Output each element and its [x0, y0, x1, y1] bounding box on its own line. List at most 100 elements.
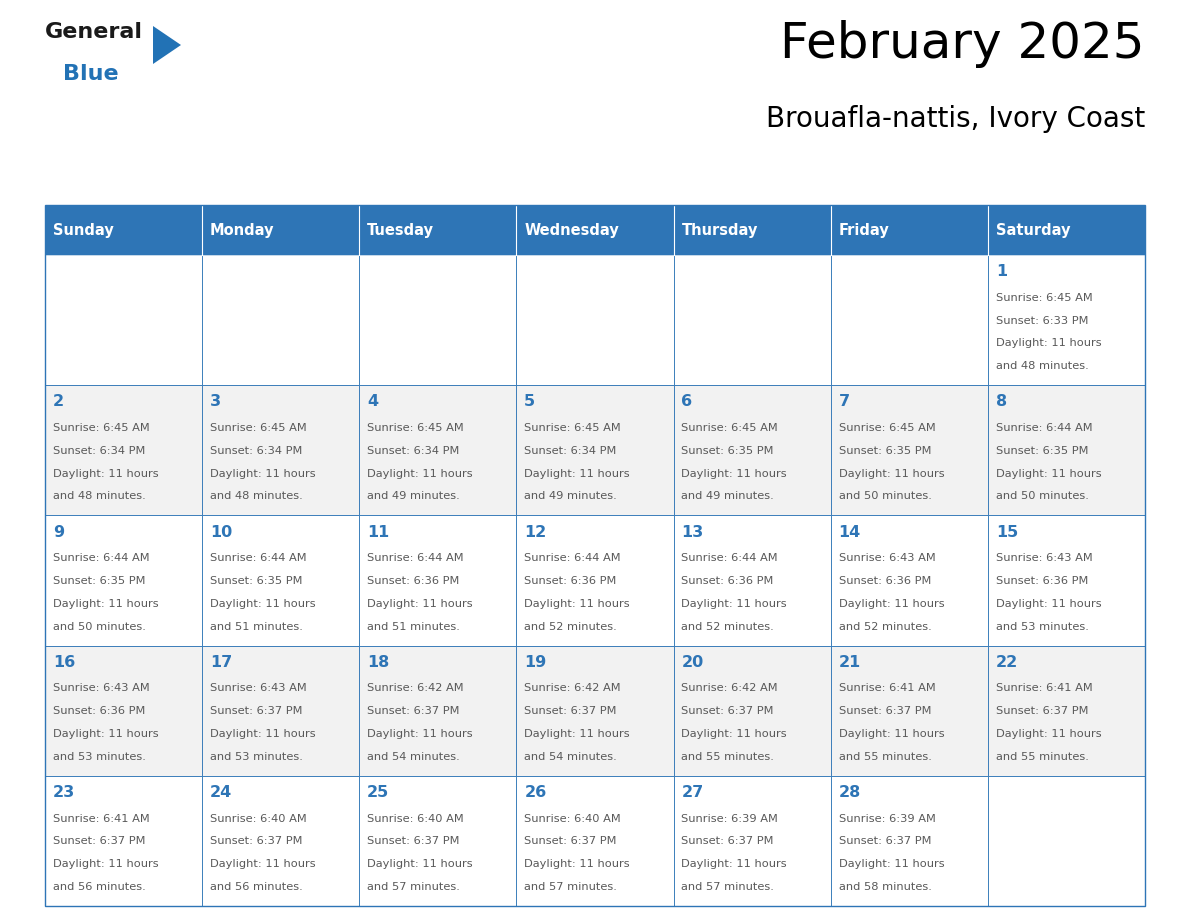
- Bar: [988, 255, 1145, 386]
- Bar: [359, 386, 517, 515]
- Text: Sunrise: 6:44 AM: Sunrise: 6:44 AM: [682, 554, 778, 563]
- Text: Sunset: 6:36 PM: Sunset: 6:36 PM: [682, 576, 773, 586]
- Text: and 49 minutes.: and 49 minutes.: [682, 491, 775, 501]
- Text: 17: 17: [210, 655, 232, 670]
- Text: Sunset: 6:33 PM: Sunset: 6:33 PM: [996, 316, 1088, 326]
- Bar: [202, 205, 359, 255]
- Text: 15: 15: [996, 524, 1018, 540]
- Text: Sunrise: 6:45 AM: Sunrise: 6:45 AM: [682, 423, 778, 433]
- Text: and 54 minutes.: and 54 minutes.: [524, 752, 617, 762]
- Text: 24: 24: [210, 785, 232, 800]
- Text: Sunset: 6:37 PM: Sunset: 6:37 PM: [682, 836, 773, 846]
- Text: Daylight: 11 hours: Daylight: 11 hours: [210, 859, 316, 869]
- Text: 8: 8: [996, 395, 1007, 409]
- Text: February 2025: February 2025: [781, 20, 1145, 68]
- Text: Daylight: 11 hours: Daylight: 11 hours: [52, 859, 158, 869]
- Text: and 56 minutes.: and 56 minutes.: [210, 882, 303, 892]
- Text: Sunrise: 6:39 AM: Sunrise: 6:39 AM: [839, 813, 935, 823]
- Bar: [674, 645, 830, 776]
- Text: Daylight: 11 hours: Daylight: 11 hours: [996, 468, 1101, 478]
- Text: Daylight: 11 hours: Daylight: 11 hours: [839, 859, 944, 869]
- Bar: [830, 645, 988, 776]
- Text: Sunset: 6:35 PM: Sunset: 6:35 PM: [52, 576, 145, 586]
- Bar: [830, 776, 988, 906]
- Text: Sunrise: 6:42 AM: Sunrise: 6:42 AM: [682, 683, 778, 693]
- Text: and 58 minutes.: and 58 minutes.: [839, 882, 931, 892]
- Bar: [359, 205, 517, 255]
- Text: Saturday: Saturday: [996, 222, 1070, 238]
- Text: Sunrise: 6:40 AM: Sunrise: 6:40 AM: [367, 813, 463, 823]
- Bar: [988, 515, 1145, 645]
- Text: Sunrise: 6:45 AM: Sunrise: 6:45 AM: [524, 423, 621, 433]
- Text: Sunrise: 6:41 AM: Sunrise: 6:41 AM: [996, 683, 1093, 693]
- Text: and 48 minutes.: and 48 minutes.: [210, 491, 303, 501]
- Text: Sunset: 6:37 PM: Sunset: 6:37 PM: [210, 836, 303, 846]
- Text: Sunrise: 6:44 AM: Sunrise: 6:44 AM: [52, 554, 150, 563]
- Text: Sunrise: 6:44 AM: Sunrise: 6:44 AM: [210, 554, 307, 563]
- Bar: [202, 255, 359, 386]
- Text: Sunset: 6:37 PM: Sunset: 6:37 PM: [52, 836, 145, 846]
- Text: Daylight: 11 hours: Daylight: 11 hours: [52, 599, 158, 609]
- Text: Monday: Monday: [210, 222, 274, 238]
- Text: Daylight: 11 hours: Daylight: 11 hours: [682, 859, 788, 869]
- Bar: [359, 515, 517, 645]
- Text: Sunset: 6:37 PM: Sunset: 6:37 PM: [524, 706, 617, 716]
- Bar: [517, 386, 674, 515]
- Text: Sunrise: 6:43 AM: Sunrise: 6:43 AM: [210, 683, 307, 693]
- Text: Daylight: 11 hours: Daylight: 11 hours: [367, 599, 473, 609]
- Text: Sunset: 6:35 PM: Sunset: 6:35 PM: [682, 446, 773, 455]
- Text: Daylight: 11 hours: Daylight: 11 hours: [996, 599, 1101, 609]
- Bar: [988, 645, 1145, 776]
- Text: 3: 3: [210, 395, 221, 409]
- Text: Sunset: 6:36 PM: Sunset: 6:36 PM: [996, 576, 1088, 586]
- Text: Sunrise: 6:44 AM: Sunrise: 6:44 AM: [524, 554, 621, 563]
- Text: 14: 14: [839, 524, 861, 540]
- Text: Daylight: 11 hours: Daylight: 11 hours: [839, 599, 944, 609]
- Text: 13: 13: [682, 524, 703, 540]
- Text: Daylight: 11 hours: Daylight: 11 hours: [996, 729, 1101, 739]
- Text: Daylight: 11 hours: Daylight: 11 hours: [367, 729, 473, 739]
- Bar: [45, 776, 202, 906]
- Text: Sunrise: 6:43 AM: Sunrise: 6:43 AM: [996, 554, 1093, 563]
- Bar: [202, 386, 359, 515]
- Text: Wednesday: Wednesday: [524, 222, 619, 238]
- Text: Daylight: 11 hours: Daylight: 11 hours: [210, 468, 316, 478]
- Bar: [830, 386, 988, 515]
- Text: and 52 minutes.: and 52 minutes.: [524, 621, 617, 632]
- Text: Sunset: 6:35 PM: Sunset: 6:35 PM: [996, 446, 1088, 455]
- Text: Sunset: 6:36 PM: Sunset: 6:36 PM: [367, 576, 460, 586]
- Bar: [988, 776, 1145, 906]
- Text: and 50 minutes.: and 50 minutes.: [52, 621, 146, 632]
- Text: Sunrise: 6:45 AM: Sunrise: 6:45 AM: [52, 423, 150, 433]
- Text: Sunrise: 6:39 AM: Sunrise: 6:39 AM: [682, 813, 778, 823]
- Text: Sunset: 6:37 PM: Sunset: 6:37 PM: [367, 836, 460, 846]
- Text: 11: 11: [367, 524, 390, 540]
- Text: Sunset: 6:37 PM: Sunset: 6:37 PM: [996, 706, 1088, 716]
- Bar: [517, 515, 674, 645]
- Text: and 53 minutes.: and 53 minutes.: [52, 752, 146, 762]
- Bar: [988, 205, 1145, 255]
- Bar: [202, 645, 359, 776]
- Text: Sunrise: 6:45 AM: Sunrise: 6:45 AM: [367, 423, 463, 433]
- Text: Sunset: 6:36 PM: Sunset: 6:36 PM: [524, 576, 617, 586]
- Bar: [674, 515, 830, 645]
- Text: 12: 12: [524, 524, 546, 540]
- Text: and 50 minutes.: and 50 minutes.: [996, 491, 1088, 501]
- Text: 25: 25: [367, 785, 390, 800]
- Bar: [359, 255, 517, 386]
- Text: Daylight: 11 hours: Daylight: 11 hours: [524, 468, 630, 478]
- Text: Sunset: 6:34 PM: Sunset: 6:34 PM: [52, 446, 145, 455]
- Text: Sunset: 6:37 PM: Sunset: 6:37 PM: [367, 706, 460, 716]
- Text: Daylight: 11 hours: Daylight: 11 hours: [996, 339, 1101, 348]
- Text: Daylight: 11 hours: Daylight: 11 hours: [839, 729, 944, 739]
- Text: Daylight: 11 hours: Daylight: 11 hours: [682, 468, 788, 478]
- Text: and 48 minutes.: and 48 minutes.: [996, 361, 1088, 371]
- Text: Sunset: 6:34 PM: Sunset: 6:34 PM: [524, 446, 617, 455]
- Text: Brouafla-nattis, Ivory Coast: Brouafla-nattis, Ivory Coast: [766, 105, 1145, 133]
- Text: Sunset: 6:35 PM: Sunset: 6:35 PM: [839, 446, 931, 455]
- Bar: [359, 645, 517, 776]
- Bar: [674, 205, 830, 255]
- Text: Daylight: 11 hours: Daylight: 11 hours: [839, 468, 944, 478]
- Text: Thursday: Thursday: [682, 222, 758, 238]
- Text: 7: 7: [839, 395, 849, 409]
